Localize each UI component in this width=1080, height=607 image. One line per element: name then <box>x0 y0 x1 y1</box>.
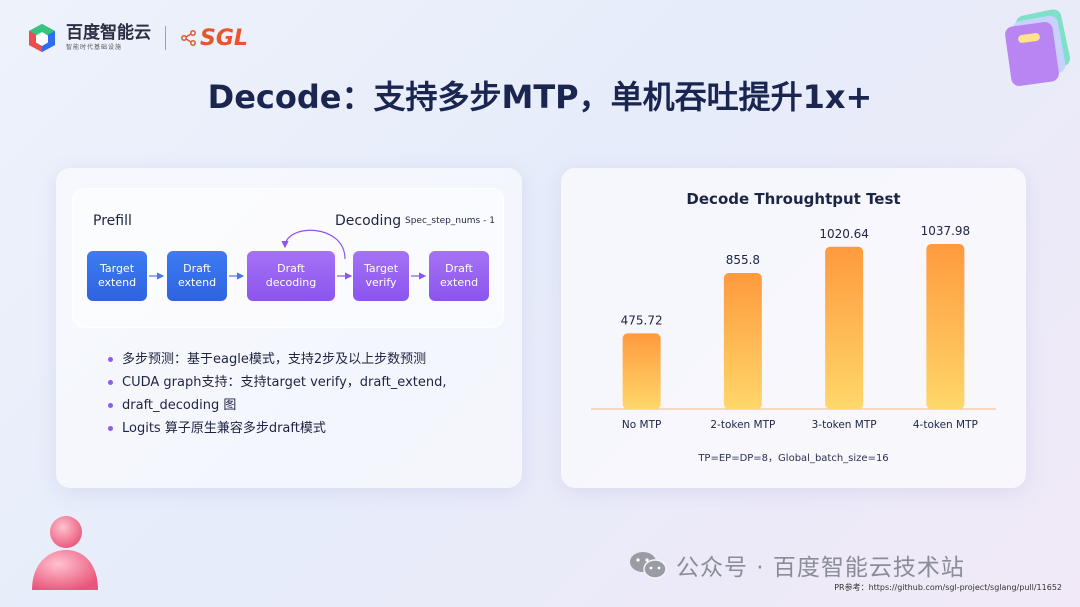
wechat-icon <box>630 552 667 579</box>
decode-flow-diagram: Prefill Decoding Spec_step_nums - 1 Targ… <box>72 188 504 328</box>
brand-name: 百度智能云 <box>66 23 151 43</box>
flow-arrows <box>149 229 427 280</box>
watermark-text: 公众号 · 百度智能云技术站 <box>676 555 965 581</box>
prefill-label: Prefill <box>93 213 132 229</box>
baidu-cloud-logo-icon <box>29 24 55 52</box>
bullet-item: 多步预测：基于eagle模式，支持2步及以上步数预测 <box>108 348 508 371</box>
bar-3 <box>926 244 965 409</box>
category-label-0: No MTP <box>622 419 661 431</box>
bar-2 <box>825 246 864 409</box>
value-label-3: 1037.98 <box>921 224 971 238</box>
chart-config-note: TP=EP=DP=8，Global_batch_size=16 <box>698 453 889 464</box>
logo-divider <box>165 26 166 50</box>
value-label-2: 1020.64 <box>819 227 869 241</box>
feature-bullets: 多步预测：基于eagle模式，支持2步及以上步数预测 CUDA graph支持：… <box>108 348 508 440</box>
sgl-network-icon <box>181 30 196 46</box>
bar-0 <box>622 333 661 409</box>
wechat-watermark: 公众号 · 百度智能云技术站 <box>628 548 965 582</box>
brand-subtitle: 智能时代基础设施 <box>66 44 123 51</box>
loop-arrow <box>281 229 346 260</box>
chart-title: Decode Throughtput Test <box>686 190 901 208</box>
category-label-1: 2-token MTP <box>710 419 775 431</box>
node-draft-extend-1: Draft extend <box>167 251 227 301</box>
mtp-flow-panel: Prefill Decoding Spec_step_nums - 1 Targ… <box>56 168 522 488</box>
sgl-logo: SGL <box>180 26 248 51</box>
user-avatar-3d-icon <box>32 516 98 590</box>
bullet-item: CUDA graph支持：支持target verify，draft_exten… <box>108 371 508 394</box>
category-label-2: 3-token MTP <box>812 419 877 431</box>
page-title: Decode：支持多步MTP，单机吞吐提升1x+ <box>207 78 873 116</box>
bar-1 <box>723 272 762 409</box>
value-label-1: 855.8 <box>726 253 760 267</box>
throughput-chart-panel: Decode Throughtput Test 475.72 No MTP 855.… <box>561 168 1026 488</box>
node-target-verify: Target verify <box>353 251 409 301</box>
node-draft-extend-2: Draft extend <box>429 251 489 301</box>
pr-reference: PR参考：https://github.com/sgl-project/sgla… <box>834 583 1062 592</box>
category-label-3: 4-token MTP <box>913 419 978 431</box>
header-logos: 百度智能云 智能时代基础设施 SGL <box>26 22 248 54</box>
sgl-logo-text: SGL <box>200 25 248 51</box>
bullet-item: Logits 算子原生兼容多步draft模式 <box>108 417 508 440</box>
spec-steps-label: Spec_step_nums - 1 <box>405 216 495 226</box>
node-draft-decoding: Draft decoding <box>247 251 335 301</box>
stacked-cards-icon <box>1005 9 1071 87</box>
node-target-extend: Target extend <box>87 251 147 301</box>
value-label-0: 475.72 <box>621 313 663 327</box>
bar-chart: 475.72 No MTP 855.8 2-token MTP 1020.64 3-tok… <box>591 224 996 431</box>
decoding-label: Decoding <box>335 213 402 229</box>
bullet-continuation: draft_decoding 图 <box>108 394 508 417</box>
